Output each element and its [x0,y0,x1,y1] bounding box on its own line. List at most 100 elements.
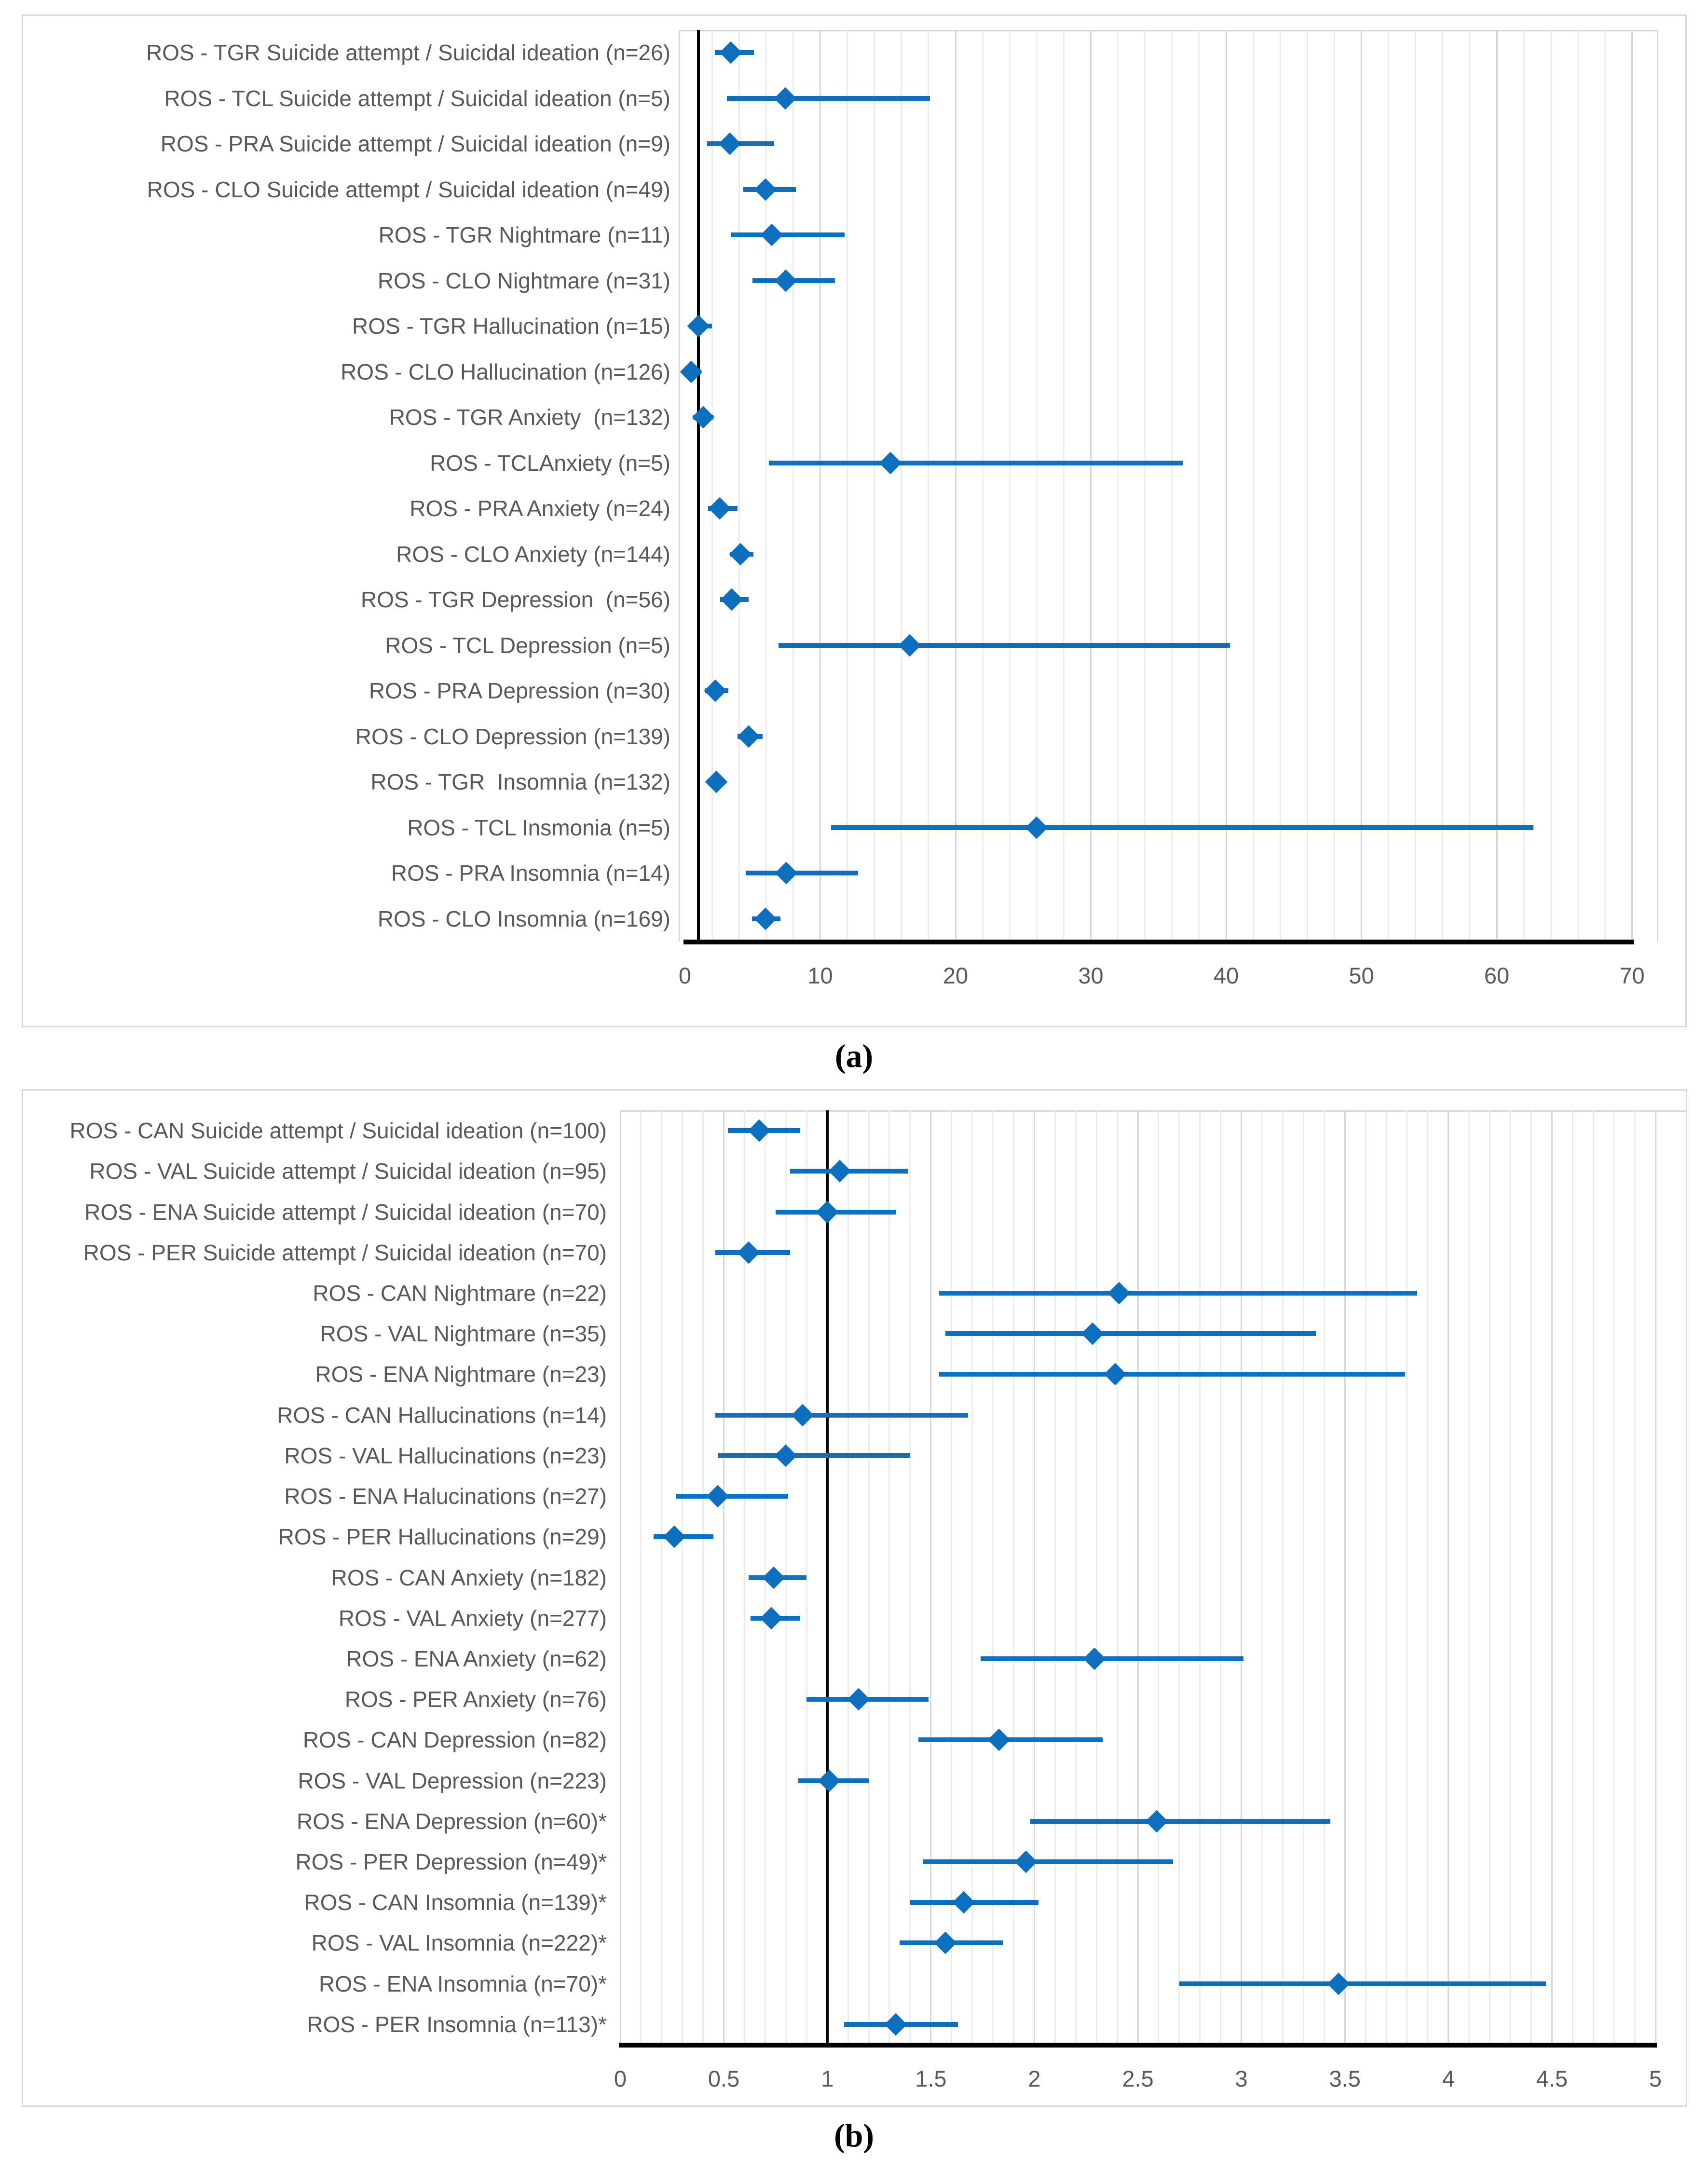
gridline [1427,1110,1429,2045]
row-label: ROS - CAN Suicide attempt / Suicidal ide… [69,1118,607,1144]
gridline [1009,30,1011,942]
row-label: ROS - PER Anxiety (n=76) [344,1687,607,1712]
x-axis-line [683,940,1634,944]
gridline [1489,1110,1491,2045]
gridline [1344,1110,1346,2045]
gridline [1361,30,1362,942]
row-label: ROS - TCL Depression (n=5) [385,632,670,658]
gridline [1033,1110,1035,2045]
gridline [1054,1110,1056,2045]
ci-whisker [1030,1818,1331,1824]
ci-whisker [731,232,845,238]
row-label: ROS - CLO Suicide attempt / Suicidal ide… [147,177,670,202]
gridline [682,1110,683,2045]
x-tick-label: 4.5 [1536,2066,1568,2091]
gridline [1199,1110,1201,2045]
row-label: ROS - PRA Suicide attempt / Suicidal ide… [160,131,670,157]
gridline [1117,30,1119,942]
gridline [1012,1110,1014,2045]
gridline [1551,1110,1553,2045]
row-label: ROS - CAN Depression (n=82) [302,1727,607,1753]
gridline [1323,1110,1325,2045]
gridline [951,1110,953,2045]
row-label: ROS - TGR Suicide attempt / Suicidal ide… [146,40,670,66]
gridline [1095,1110,1097,2045]
gridline [744,1110,746,2045]
row-label: ROS - CAN Insomnia (n=139)* [304,1890,607,1915]
row-label: ROS - TGR Hallucination (n=15) [352,314,670,339]
row-label: ROS - ENA Nightmare (n=23) [315,1362,607,1387]
gridline [738,30,740,942]
gridline [1634,1110,1636,2045]
ci-whisker [1179,1981,1546,1986]
gridline [1333,30,1335,942]
gridline [1198,30,1200,942]
x-tick-label: 70 [1619,963,1645,988]
gridline [1469,30,1471,942]
gridline [1523,30,1525,942]
x-tick-label: 40 [1213,963,1239,988]
x-tick-label: 1 [821,2066,834,2091]
gridline [1144,30,1146,942]
row-label: ROS - PRA Depression (n=30) [369,678,670,704]
panel-a-caption: (a) [834,1038,874,1074]
ci-whisker [922,1859,1173,1865]
row-label: ROS - ENA Insomnia (n=70)* [319,1971,607,1996]
gridline [1158,1110,1160,2045]
row-label: ROS - ENA Anxiety (n=62) [346,1646,607,1671]
x-tick-label: 10 [807,963,833,988]
gridline [1241,1110,1243,2045]
gridline [765,30,767,942]
forest-plot-panel-a [22,14,1687,1027]
gridline [820,30,821,942]
plot-border-left [679,30,680,942]
x-tick-label: 3 [1235,2066,1248,2091]
gridline [1252,30,1254,942]
x-tick-label: 2 [1028,2066,1041,2091]
row-label: ROS - VAL Hallucinations (n=23) [284,1443,607,1468]
row-label: ROS - PRA Insomnia (n=14) [391,860,670,886]
row-label: ROS - PRA Anxiety (n=24) [410,496,670,521]
row-label: ROS - VAL Depression (n=223) [298,1768,607,1793]
row-label: ROS - CLO Nightmare (n=31) [377,268,670,293]
plot-border-right [1657,30,1658,942]
row-label: ROS - TGR Nightmare (n=11) [378,222,670,248]
gridline [1365,1110,1366,2045]
gridline [1468,1110,1470,2045]
row-label: ROS - VAL Anxiety (n=277) [338,1605,607,1631]
row-label: ROS - CAN Anxiety (n=182) [331,1565,607,1590]
row-label: ROS - PER Hallucinations (n=29) [278,1524,607,1550]
x-tick-label: 0 [614,2066,627,2091]
gridline [930,1110,932,2045]
gridline [909,1110,911,2045]
ci-whisker [717,1453,910,1458]
x-axis-line [619,2043,1657,2048]
gridline [955,30,956,942]
ci-whisker [945,1331,1316,1337]
ci-whisker [831,825,1533,830]
gridline [711,30,713,942]
gridline [1406,1110,1408,2045]
gridline [1577,30,1579,942]
x-tick-label: 20 [943,963,969,988]
row-label: ROS - CAN Nightmare (n=22) [313,1280,607,1306]
row-label: ROS - CLO Depression (n=139) [355,724,670,749]
gridline [640,1110,642,2045]
x-tick-label: 60 [1484,963,1510,988]
row-label: ROS - VAL Suicide attempt / Suicidal ide… [89,1159,607,1184]
ci-whisker [676,1494,788,1499]
gridline [1571,1110,1573,2045]
gridline [971,1110,973,2045]
row-label: ROS - TGR Anxiety (n=132) [389,405,670,430]
gridline [806,1110,807,2045]
gridline [1279,30,1281,942]
gridline [1090,30,1092,942]
x-tick-label: 0 [678,963,692,988]
reference-line [697,30,700,942]
row-label: ROS - CLO Insomnia (n=169) [377,906,670,931]
x-tick-label: 30 [1078,963,1104,988]
reference-line [826,1110,829,2045]
plot-border-top [679,30,1658,31]
gridline [1261,1110,1263,2045]
gridline [874,30,875,942]
